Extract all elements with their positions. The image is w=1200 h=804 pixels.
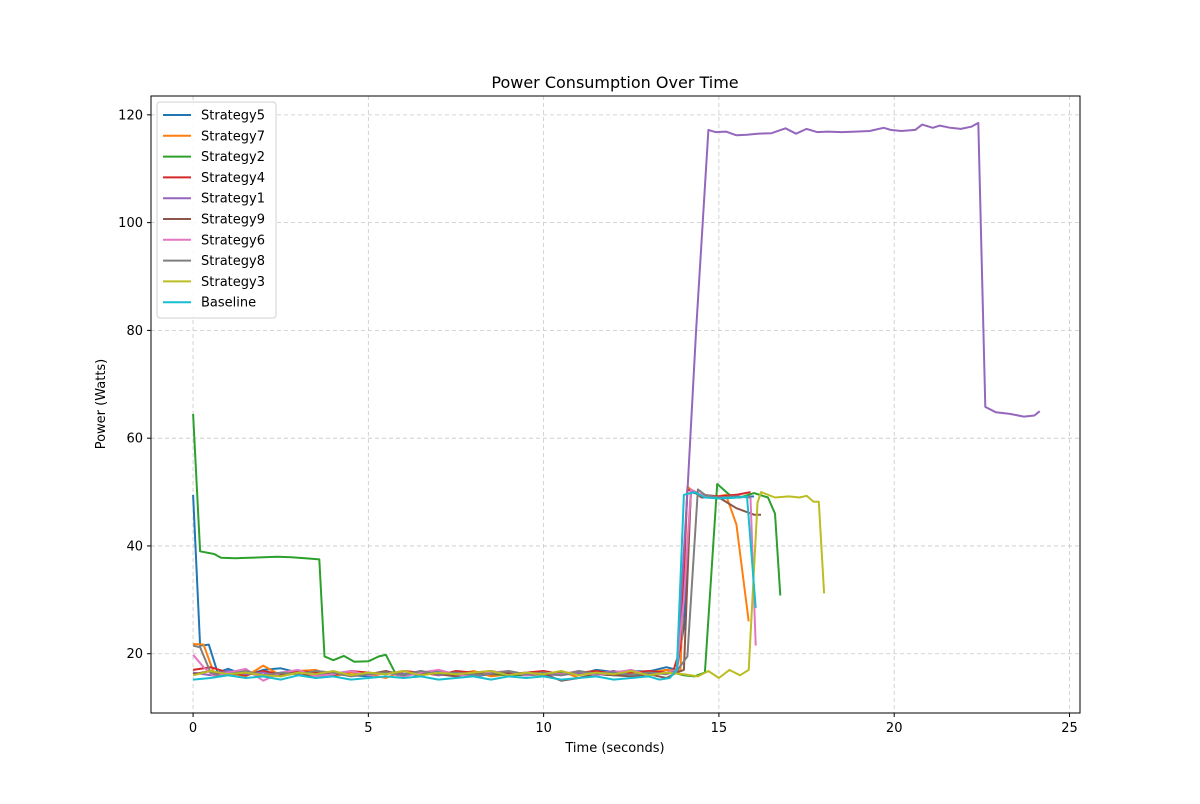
y-tick-label: 40 [126, 539, 143, 554]
legend-label: Strategy2 [201, 150, 265, 165]
x-tick-label: 5 [364, 721, 372, 736]
plot-frame [150, 95, 1081, 714]
x-axis-ticks: 0 5 10 15 20 25 [189, 713, 1078, 736]
x-tick-label: 15 [711, 721, 728, 736]
x-tick-label: 25 [1061, 721, 1078, 736]
y-tick-label: 100 [118, 216, 143, 231]
legend-label: Strategy7 [201, 129, 265, 144]
y-axis-ticks: 20 40 60 80 100 120 [118, 108, 151, 662]
legend-label: Strategy1 [201, 192, 265, 207]
x-tick-label: 0 [189, 721, 197, 736]
legend-label: Strategy3 [201, 275, 265, 290]
x-tick-label: 20 [886, 721, 903, 736]
legend-label: Strategy6 [201, 233, 265, 248]
series-line-strategy3 [192, 491, 826, 679]
y-axis-label: Power (Watts) [94, 359, 109, 450]
x-axis-label: Time (seconds) [564, 741, 664, 756]
x-tick-label: 10 [535, 721, 552, 736]
y-tick-label: 20 [126, 647, 143, 662]
series-line-baseline [193, 491, 757, 681]
y-tick-label: 80 [126, 324, 143, 339]
grid-lines [151, 96, 1080, 713]
legend-label: Strategy9 [201, 213, 265, 228]
legend-label: Strategy8 [201, 254, 265, 269]
legend-label: Strategy5 [201, 109, 265, 124]
chart-title: Power Consumption Over Time [491, 73, 738, 92]
legend-label: Baseline [201, 296, 256, 311]
legend-label: Strategy4 [201, 171, 265, 186]
y-tick-label: 60 [126, 432, 143, 447]
y-tick-label: 120 [118, 108, 143, 123]
legend: Strategy5 Strategy7 Strategy2 Strategy4 Stra… [156, 101, 277, 319]
series-lines [192, 121, 1041, 682]
